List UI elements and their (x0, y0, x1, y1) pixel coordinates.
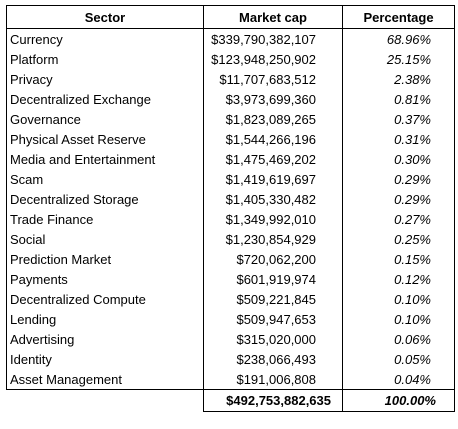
sector-cell: Decentralized Exchange (6, 89, 204, 109)
market-cap-cell: $1,419,619,697 (203, 169, 343, 189)
table-row: Trade Finance $1,349,992,010 0.27% (6, 209, 455, 229)
percentage-cell: 2.38% (342, 69, 455, 89)
table-row: Platform $123,948,250,902 25.15% (6, 49, 455, 69)
percentage-cell: 0.05% (342, 349, 455, 369)
percentage-cell: 68.96% (342, 28, 455, 49)
sector-market-cap-table: Sector Market cap Percentage Currency $33… (6, 5, 455, 412)
table-row: Lending $509,947,653 0.10% (6, 309, 455, 329)
market-cap-cell: $3,973,699,360 (203, 89, 343, 109)
table-row: Physical Asset Reserve $1,544,266,196 0.31… (6, 129, 455, 149)
percentage-cell: 0.30% (342, 149, 455, 169)
sector-cell: Currency (6, 28, 204, 49)
market-cap-cell: $1,823,089,265 (203, 109, 343, 129)
table-row: Media and Entertainment $1,475,469,202 0.3… (6, 149, 455, 169)
table-row: Governance $1,823,089,265 0.37% (6, 109, 455, 129)
market-cap-cell: $315,020,000 (203, 329, 343, 349)
table-row: Asset Management $191,006,808 0.04% (6, 369, 455, 390)
total-blank-cell (6, 389, 204, 412)
table-row: Currency $339,790,382,107 68.96% (6, 28, 455, 49)
table-row: Scam $1,419,619,697 0.29% (6, 169, 455, 189)
sector-cell: Identity (6, 349, 204, 369)
table-row: Social $1,230,854,929 0.25% (6, 229, 455, 249)
percentage-cell: 0.27% (342, 209, 455, 229)
market-cap-cell: $720,062,200 (203, 249, 343, 269)
percentage-cell: 0.10% (342, 309, 455, 329)
header-row: Sector Market cap Percentage (6, 5, 455, 29)
table-row: Privacy $11,707,683,512 2.38% (6, 69, 455, 89)
percentage-cell: 25.15% (342, 49, 455, 69)
table-row: Identity $238,066,493 0.05% (6, 349, 455, 369)
market-cap-cell: $1,405,330,482 (203, 189, 343, 209)
percentage-cell: 0.29% (342, 169, 455, 189)
header-percentage: Percentage (342, 5, 455, 29)
percentage-cell: 0.10% (342, 289, 455, 309)
total-row: $492,753,882,635 100.00% (6, 389, 455, 412)
market-cap-cell: $238,066,493 (203, 349, 343, 369)
table-row: Decentralized Exchange $3,973,699,360 0.81… (6, 89, 455, 109)
percentage-cell: 0.81% (342, 89, 455, 109)
sector-cell: Scam (6, 169, 204, 189)
percentage-cell: 0.12% (342, 269, 455, 289)
sector-cell: Prediction Market (6, 249, 204, 269)
market-cap-cell: $509,947,653 (203, 309, 343, 329)
sector-cell: Decentralized Compute (6, 289, 204, 309)
header-market-cap: Market cap (203, 5, 343, 29)
sector-cell: Payments (6, 269, 204, 289)
table-row: Decentralized Storage $1,405,330,482 0.29% (6, 189, 455, 209)
percentage-cell: 0.31% (342, 129, 455, 149)
percentage-cell: 0.37% (342, 109, 455, 129)
market-cap-cell: $509,221,845 (203, 289, 343, 309)
market-cap-cell: $1,544,266,196 (203, 129, 343, 149)
market-cap-cell: $123,948,250,902 (203, 49, 343, 69)
sector-cell: Physical Asset Reserve (6, 129, 204, 149)
percentage-cell: 0.04% (342, 369, 455, 390)
total-percentage: 100.00% (342, 389, 455, 412)
market-cap-cell: $191,006,808 (203, 369, 343, 390)
table-row: Advertising $315,020,000 0.06% (6, 329, 455, 349)
table-row: Payments $601,919,974 0.12% (6, 269, 455, 289)
table-row: Prediction Market $720,062,200 0.15% (6, 249, 455, 269)
market-cap-cell: $601,919,974 (203, 269, 343, 289)
market-cap-cell: $11,707,683,512 (203, 69, 343, 89)
sector-cell: Lending (6, 309, 204, 329)
percentage-cell: 0.25% (342, 229, 455, 249)
market-cap-cell: $339,790,382,107 (203, 28, 343, 49)
sector-cell: Advertising (6, 329, 204, 349)
market-cap-cell: $1,349,992,010 (203, 209, 343, 229)
sector-cell: Trade Finance (6, 209, 204, 229)
percentage-cell: 0.15% (342, 249, 455, 269)
table-row: Decentralized Compute $509,221,845 0.10% (6, 289, 455, 309)
percentage-cell: 0.29% (342, 189, 455, 209)
sector-cell: Social (6, 229, 204, 249)
sector-cell: Asset Management (6, 369, 204, 390)
market-cap-table-container: Sector Market cap Percentage Currency $33… (6, 5, 455, 412)
header-sector: Sector (6, 5, 204, 29)
total-market-cap: $492,753,882,635 (203, 389, 343, 412)
market-cap-cell: $1,230,854,929 (203, 229, 343, 249)
sector-cell: Governance (6, 109, 204, 129)
percentage-cell: 0.06% (342, 329, 455, 349)
table-body: Currency $339,790,382,107 68.96% Platform $1… (6, 28, 455, 390)
sector-cell: Privacy (6, 69, 204, 89)
sector-cell: Platform (6, 49, 204, 69)
market-cap-cell: $1,475,469,202 (203, 149, 343, 169)
sector-cell: Media and Entertainment (6, 149, 204, 169)
sector-cell: Decentralized Storage (6, 189, 204, 209)
